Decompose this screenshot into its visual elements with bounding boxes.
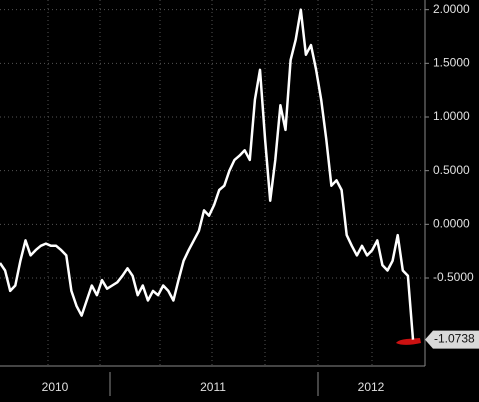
y-tick-label: 0.5000 — [433, 163, 470, 177]
last-value-label: -1.0738 — [434, 332, 475, 346]
annotation-mark — [396, 338, 421, 345]
x-tick-label: 2010 — [42, 380, 69, 394]
v-grid — [47, 0, 373, 366]
y-tick-label: 1.0000 — [433, 109, 470, 123]
y-tick-label: 2.0000 — [433, 2, 470, 16]
y-tick-label: 1.5000 — [433, 55, 470, 69]
y-tick-label: 0.0000 — [433, 216, 470, 230]
x-tick-label: 2012 — [358, 380, 385, 394]
x-tick-label: 2011 — [200, 380, 226, 394]
last-value-tag — [425, 330, 479, 349]
line — [0, 8, 415, 340]
y-tick-label: -0.5000 — [433, 270, 474, 284]
